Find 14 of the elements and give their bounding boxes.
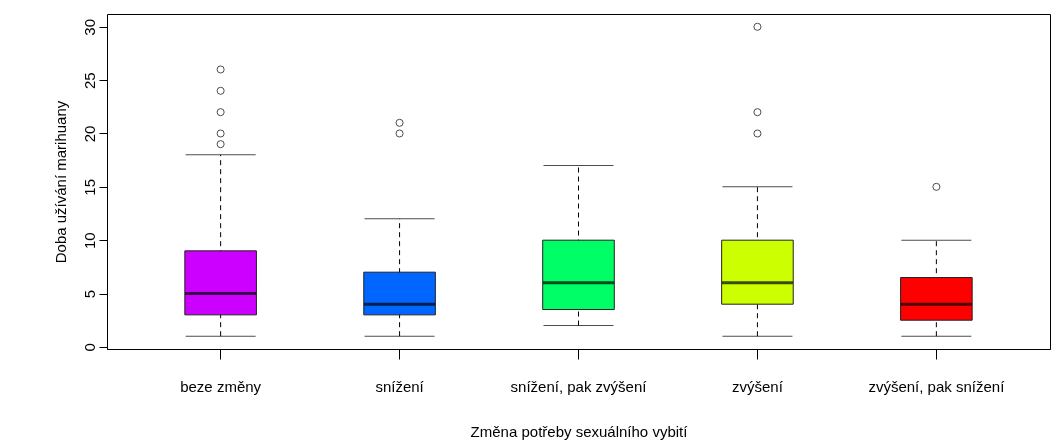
y-tick-label: 30 [80,18,98,36]
y-tick-label: 20 [80,125,98,143]
y-tick-label: 5 [80,289,98,299]
x-tick-label: beze změny [180,377,262,395]
x-tick-label: snížení, pak zvýšení [510,377,648,395]
x-axis-title: Změna potřeby sexuálního vybití [470,422,689,440]
y-tick-label: 10 [80,232,98,250]
x-tick-label: zvýšení, pak snížení [868,377,1006,395]
y-tick-label: 0 [80,343,98,352]
x-tick-label: zvýšení [732,377,784,395]
y-axis-title: Doba užívání marihuany [51,100,69,264]
y-tick-label: 25 [80,72,98,89]
y-tick-label: 15 [80,178,98,196]
x-tick-label: snížení [375,377,425,395]
